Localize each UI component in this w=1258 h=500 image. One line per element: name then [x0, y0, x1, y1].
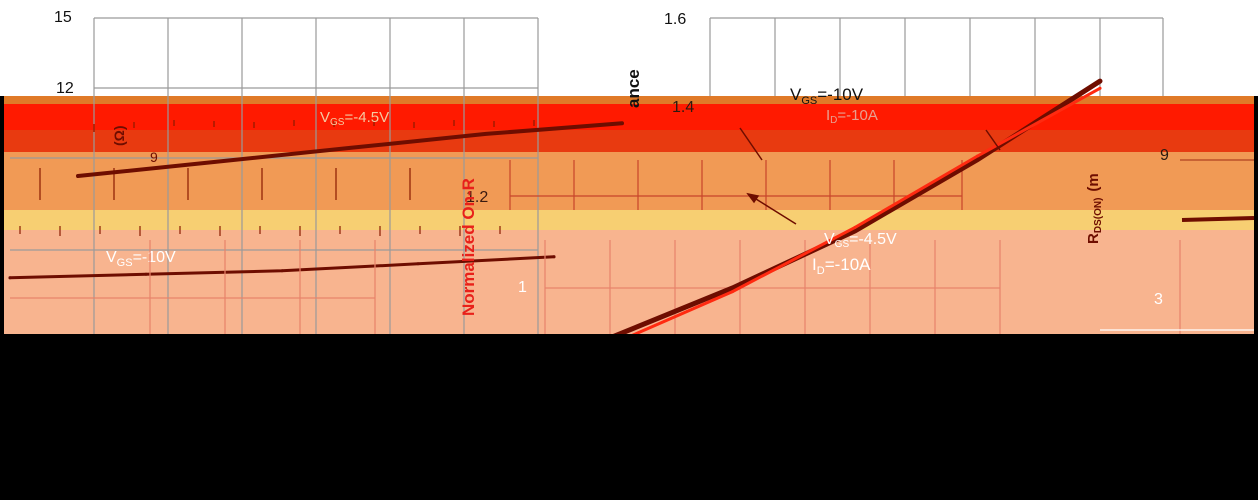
panel-2-curves: [612, 78, 1103, 334]
p2-ylabel-upper: ance: [624, 69, 643, 108]
data-point: [144, 272, 148, 276]
p2-ytick-1.2: 1.2: [466, 189, 488, 206]
data-point: [1098, 86, 1102, 90]
panel-1-grid: [10, 17, 539, 334]
data-point: [76, 174, 80, 178]
data-point: [416, 262, 420, 266]
panel-1-curves: [8, 121, 624, 280]
black-band: [0, 334, 1258, 500]
data-point: [8, 276, 12, 280]
arrow-head-1: [746, 192, 760, 204]
panel-3-curves: [1181, 216, 1255, 222]
p2-ytick-1.4: 1.4: [672, 99, 694, 116]
p1-ytick-15: 15: [54, 9, 72, 26]
data-point: [212, 160, 216, 164]
panel-3-grid: [1100, 159, 1254, 334]
data-point: [484, 132, 488, 136]
data-point: [976, 158, 979, 162]
p2-id-b-label: ID=-10A: [812, 255, 871, 277]
p1-ytick-12: 12: [56, 80, 74, 97]
p2-ytick-1: 1: [518, 279, 527, 296]
p1-ytick-9: 9: [150, 149, 158, 165]
p3-ytick-9: 9: [1160, 147, 1169, 164]
upper-white-area: [0, 0, 1258, 96]
panel-1: 15 12 9 (Ω) VGS=-4.5V VGS=-10V: [8, 9, 624, 334]
p3-ylabel: RDS(ON)(m: [1085, 173, 1104, 244]
data-point: [1098, 79, 1102, 83]
panel-2-arrows: [739, 127, 1001, 225]
series-line-2: [631, 86, 1102, 334]
data-point: [853, 229, 857, 233]
p1-ylabel: (Ω): [111, 125, 127, 146]
series-line-1: [76, 121, 624, 178]
p1-vgs45-label: VGS=-4.5V: [320, 109, 389, 128]
data-point: [552, 255, 556, 259]
p2-vgs10-label: VGS=-10V: [790, 85, 864, 107]
data-point: [731, 290, 734, 294]
panel-3: 9 3 RDS(ON)(m: [1085, 147, 1255, 334]
data-point: [976, 154, 979, 158]
panel-2: 1.6 1.4 1.2 1 Normalized On-R ance VGS=-…: [10, 11, 1164, 334]
p1-vgs10-label: VGS=-10V: [106, 249, 176, 269]
data-point: [620, 121, 624, 125]
p2-ylabel-lower: Normalized On-R: [459, 178, 478, 316]
p3-ytick-3: 3: [1154, 291, 1163, 308]
p2-vgs45-label: VGS=-4.5V: [824, 231, 897, 250]
data-point: [731, 286, 734, 290]
p2-ytick-1.6: 1.6: [664, 11, 686, 28]
panel-1-ticks: [19, 120, 535, 236]
data-point: [853, 225, 857, 229]
panel-2-grid-lower: [10, 160, 1001, 334]
band-orange: [4, 96, 1254, 104]
band-peach: [4, 230, 1254, 334]
data-point: [280, 269, 284, 273]
p2-id-a-label: ID=-10A: [826, 107, 878, 126]
data-point: [348, 146, 352, 150]
series-line-right: [1181, 216, 1255, 222]
chart-canvas: 15 12 9 (Ω) VGS=-4.5V VGS=-10V: [8, 9, 1255, 334]
